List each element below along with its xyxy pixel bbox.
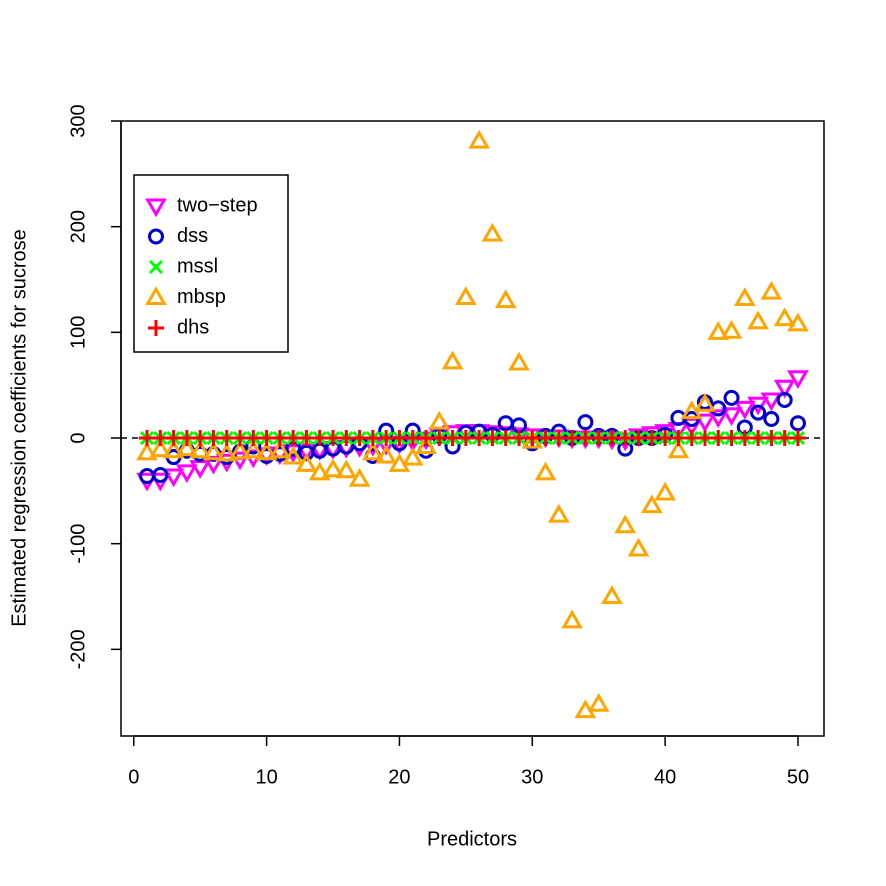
point	[760, 280, 783, 300]
point	[242, 439, 265, 459]
point	[494, 289, 517, 309]
point	[282, 445, 305, 465]
point	[654, 481, 676, 501]
point	[733, 287, 756, 307]
point	[787, 312, 809, 332]
x-axis-label: Predictors	[427, 828, 517, 850]
legend-marker	[145, 286, 167, 305]
point	[750, 404, 767, 421]
point	[694, 413, 716, 433]
point	[375, 444, 398, 464]
point	[215, 442, 238, 462]
x-tick-label: 30	[521, 766, 543, 788]
point	[707, 409, 730, 429]
point	[229, 440, 251, 460]
point	[747, 396, 769, 416]
point	[189, 460, 212, 479]
point	[481, 222, 504, 242]
point	[162, 468, 185, 488]
point	[322, 458, 344, 478]
point	[295, 453, 318, 472]
y-tick-label: 0	[67, 432, 89, 443]
legend-marker	[148, 228, 164, 245]
point	[773, 379, 796, 399]
legend-marker	[145, 198, 167, 218]
point	[202, 441, 225, 461]
point	[136, 441, 158, 461]
point	[720, 407, 743, 427]
x-tick-label: 10	[255, 766, 277, 788]
legend-label: dhs	[177, 316, 209, 338]
point	[547, 503, 570, 523]
y-tick-label: -200	[67, 629, 89, 669]
point	[348, 467, 371, 487]
point	[534, 461, 557, 481]
point	[707, 321, 730, 340]
point	[149, 438, 172, 458]
point	[508, 351, 530, 371]
y-tick-label: -100	[67, 524, 89, 564]
point	[787, 370, 809, 390]
y-tick-label: 300	[67, 104, 89, 137]
point	[362, 441, 384, 461]
point	[789, 430, 806, 447]
x-tick-label: 50	[787, 766, 809, 788]
point	[587, 693, 610, 712]
point	[428, 410, 451, 430]
point	[627, 537, 650, 557]
point	[640, 494, 663, 514]
point	[441, 350, 464, 370]
point	[468, 129, 490, 149]
point	[269, 439, 291, 459]
point	[189, 439, 212, 459]
y-tick-label: 200	[67, 210, 89, 243]
x-tick-label: 0	[128, 766, 139, 788]
legend-label: dss	[177, 225, 208, 247]
point	[577, 414, 594, 431]
point	[335, 459, 358, 479]
y-tick-label: 100	[67, 316, 89, 349]
point	[455, 286, 477, 305]
point	[789, 415, 806, 432]
y-axis-label: Estimated regression coefficients for su…	[8, 229, 30, 627]
point	[561, 609, 583, 629]
legend-label: mbsp	[177, 286, 226, 308]
legend-label: mssl	[177, 255, 218, 277]
point	[401, 446, 424, 466]
point	[680, 417, 703, 437]
point	[162, 439, 185, 459]
point	[747, 310, 769, 330]
point	[176, 464, 198, 484]
legend-marker	[148, 320, 164, 336]
legend-label: two−step	[177, 194, 258, 216]
point	[667, 439, 690, 459]
point	[255, 441, 278, 461]
point	[601, 585, 623, 605]
point	[521, 429, 544, 449]
point	[308, 461, 331, 481]
point	[176, 437, 198, 457]
point	[694, 392, 716, 412]
point	[723, 389, 740, 406]
point	[773, 307, 796, 327]
point	[733, 400, 756, 420]
point	[763, 410, 780, 427]
point	[760, 392, 783, 412]
point	[152, 466, 169, 483]
point	[415, 435, 437, 454]
legend-marker	[148, 259, 164, 275]
point	[776, 391, 793, 408]
point	[720, 320, 743, 339]
x-tick-label: 40	[654, 766, 676, 788]
x-tick-label: 20	[388, 766, 410, 788]
point	[614, 514, 637, 534]
